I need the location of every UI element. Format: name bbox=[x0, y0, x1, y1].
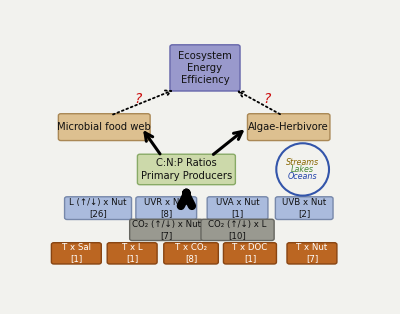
FancyBboxPatch shape bbox=[170, 45, 240, 91]
Text: T x CO₂
[8]: T x CO₂ [8] bbox=[175, 243, 207, 263]
Text: T x Sal
[1]: T x Sal [1] bbox=[62, 243, 91, 263]
Text: Oceans: Oceans bbox=[288, 172, 318, 181]
Text: Streams: Streams bbox=[286, 158, 319, 167]
FancyBboxPatch shape bbox=[58, 114, 150, 141]
FancyBboxPatch shape bbox=[136, 197, 197, 219]
FancyBboxPatch shape bbox=[51, 243, 101, 264]
Text: ?: ? bbox=[263, 92, 271, 106]
Text: CO₂ (↑/↓) x Nut
[7]: CO₂ (↑/↓) x Nut [7] bbox=[132, 220, 201, 240]
Text: CO₂ (↑/↓) x L
[10]: CO₂ (↑/↓) x L [10] bbox=[208, 220, 267, 240]
Text: Microbial food web: Microbial food web bbox=[57, 122, 151, 132]
FancyBboxPatch shape bbox=[275, 197, 333, 219]
FancyBboxPatch shape bbox=[201, 219, 274, 241]
Text: T x Nut
[7]: T x Nut [7] bbox=[296, 243, 328, 263]
Text: T x L
[1]: T x L [1] bbox=[122, 243, 142, 263]
Text: UVB x Nut
[2]: UVB x Nut [2] bbox=[282, 198, 326, 218]
FancyBboxPatch shape bbox=[224, 243, 276, 264]
FancyBboxPatch shape bbox=[64, 197, 132, 219]
Text: UVR x Nut
[8]: UVR x Nut [8] bbox=[144, 198, 188, 218]
Text: C:N:P Ratios
Primary Producers: C:N:P Ratios Primary Producers bbox=[141, 158, 232, 181]
Text: UVA x Nut
[1]: UVA x Nut [1] bbox=[216, 198, 259, 218]
FancyBboxPatch shape bbox=[248, 114, 330, 141]
Text: Algae-Herbivore: Algae-Herbivore bbox=[248, 122, 329, 132]
Text: L (↑/↓) x Nut
[26]: L (↑/↓) x Nut [26] bbox=[69, 198, 127, 218]
Text: ?: ? bbox=[135, 92, 142, 106]
FancyBboxPatch shape bbox=[287, 243, 337, 264]
FancyBboxPatch shape bbox=[107, 243, 157, 264]
Text: Lakes: Lakes bbox=[291, 165, 314, 174]
FancyBboxPatch shape bbox=[207, 197, 268, 219]
FancyBboxPatch shape bbox=[138, 154, 235, 185]
Text: T x DOC
[1]: T x DOC [1] bbox=[232, 243, 268, 263]
Text: Ecosystem
Energy
Efficiency: Ecosystem Energy Efficiency bbox=[178, 51, 232, 85]
FancyBboxPatch shape bbox=[130, 219, 203, 241]
FancyBboxPatch shape bbox=[164, 243, 218, 264]
